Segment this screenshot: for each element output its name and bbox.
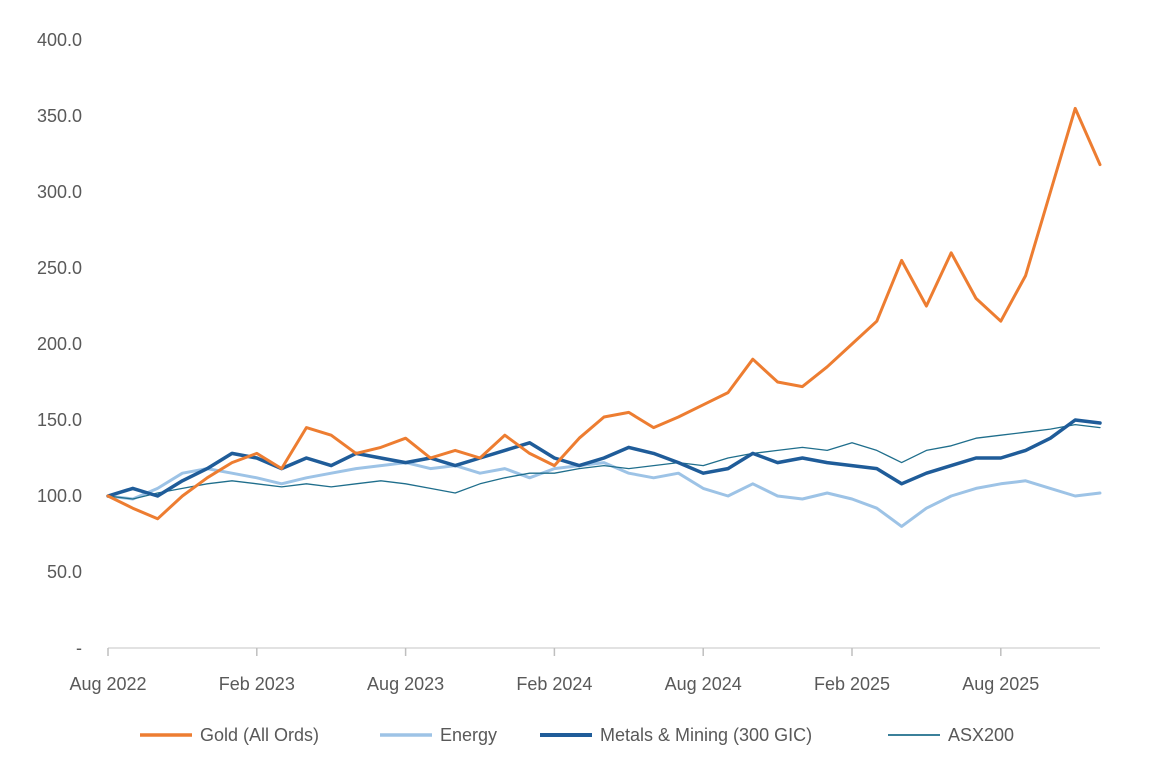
x-tick-label: Feb 2023 [219,674,295,694]
series-line-2 [106,418,1102,498]
series-line-0 [106,106,1102,521]
y-tick-label: 150.0 [37,410,82,430]
series-lines [106,106,1102,528]
y-tick-label: - [76,638,82,658]
legend-label: Energy [440,725,497,745]
legend: Gold (All Ords) Energy Metals & Mining (30… [140,725,1014,745]
series-line-3 [107,423,1101,500]
y-tick-label: 350.0 [37,106,82,126]
legend-label: ASX200 [948,725,1014,745]
y-tick-label: 400.0 [37,30,82,50]
x-tick-label: Aug 2025 [962,674,1039,694]
y-tick-label: 250.0 [37,258,82,278]
x-tick-label: Aug 2023 [367,674,444,694]
x-tick-label: Aug 2022 [69,674,146,694]
y-tick-label: 100.0 [37,486,82,506]
y-tick-label: 200.0 [37,334,82,354]
x-tick-label: Feb 2025 [814,674,890,694]
y-tick-label: 50.0 [47,562,82,582]
y-tick-label: 300.0 [37,182,82,202]
series-line-1 [106,461,1102,528]
legend-label: Gold (All Ords) [200,725,319,745]
y-axis-tick-labels: - 50.0 100.0 150.0 200.0 250.0 300.0 350.0 400.0 [37,30,82,658]
x-tick-label: Feb 2024 [516,674,592,694]
legend-label: Metals & Mining (300 GIC) [600,725,812,745]
x-axis: Aug 2022 Feb 2023 Aug 2023 Feb 2024 Aug 2024… [69,647,1100,694]
x-tick-label: Aug 2024 [665,674,742,694]
